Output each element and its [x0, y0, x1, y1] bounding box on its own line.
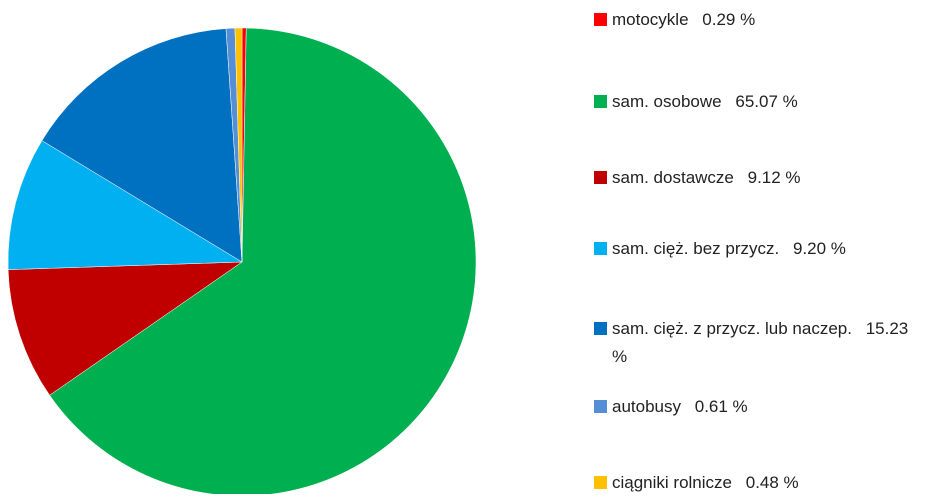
legend-swatch	[594, 13, 607, 26]
legend-swatch	[594, 400, 607, 413]
legend-label: sam. osobowe	[612, 92, 722, 111]
pie-slice	[49, 27, 477, 494]
pie-slice	[234, 27, 243, 263]
legend-value: 9.20 %	[792, 239, 846, 258]
legend-label: ciągniki rolnicze	[612, 473, 732, 492]
legend-label: autobusy	[612, 397, 681, 416]
legend-swatch	[594, 171, 607, 184]
legend-value: 9.12 %	[747, 168, 801, 187]
legend-entry: sam. cięż. z przycz. lub naczep. 15.23 %	[594, 315, 912, 371]
legend-label: motocykle	[612, 10, 689, 29]
legend-entry: sam. osobowe 65.07 %	[594, 88, 912, 116]
legend-value: 15.23 %	[612, 319, 909, 366]
legend-entry: sam. dostawcze 9.12 %	[594, 164, 912, 192]
legend-label: sam. dostawcze	[612, 168, 734, 187]
legend-value: 0.29 %	[702, 10, 756, 29]
pie-slice	[41, 28, 243, 263]
legend-label: sam. cięż. bez przycz.	[612, 239, 780, 258]
legend-value: 0.61 %	[694, 397, 748, 416]
legend-entry: sam. cięż. bez przycz. 9.20 %	[594, 235, 912, 263]
legend-swatch	[594, 242, 607, 255]
legend-entry: autobusy 0.61 %	[594, 393, 912, 421]
legend-value: 65.07 %	[735, 92, 798, 111]
legend-value: 0.48 %	[745, 473, 799, 492]
legend-label: sam. cięż. z przycz. lub naczep.	[612, 319, 852, 338]
legend-swatch	[594, 476, 607, 489]
legend-swatch	[594, 95, 607, 108]
legend-entry: motocykle 0.29 %	[594, 6, 912, 34]
pie-slice	[7, 261, 243, 396]
legend-entry: ciągniki rolnicze 0.48 %	[594, 469, 912, 497]
legend-swatch	[594, 322, 607, 335]
pie-slice	[7, 140, 243, 270]
